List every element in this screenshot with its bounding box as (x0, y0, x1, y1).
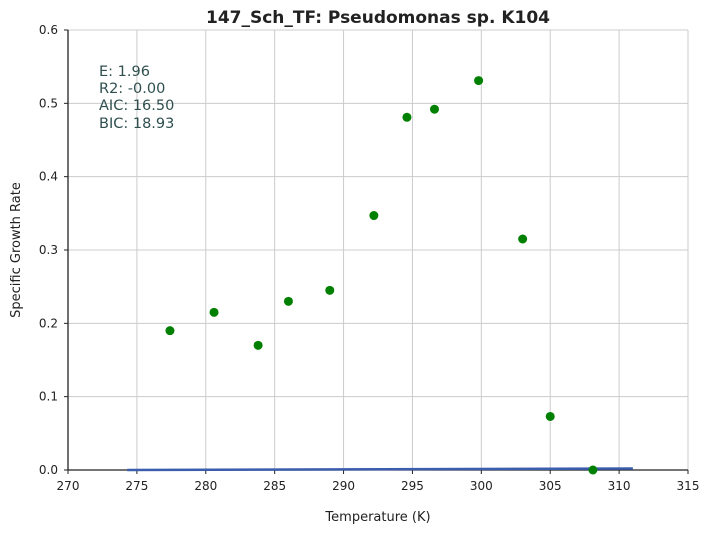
x-tick-label: 290 (332, 479, 355, 493)
data-point (369, 211, 379, 221)
fit-stat-e: E: 1.96 (99, 64, 150, 80)
data-point (283, 296, 293, 306)
data-point (588, 465, 598, 475)
x-tick-label: 310 (608, 479, 631, 493)
x-tick-label: 315 (677, 479, 700, 493)
data-point (545, 411, 555, 421)
y-tick-label: 0.1 (39, 390, 58, 404)
data-point (253, 340, 263, 350)
chart-title: 147_Sch_TF: Pseudomonas sp. K104 (206, 8, 550, 28)
x-axis-label: Temperature (K) (324, 510, 430, 525)
data-point (209, 307, 219, 317)
fit-line-group (127, 467, 633, 472)
y-tick-label: 0.0 (39, 463, 58, 477)
data-point (402, 112, 412, 122)
x-tick-label: 300 (470, 479, 493, 493)
y-tick-label: 0.4 (39, 170, 58, 184)
data-point (165, 326, 175, 336)
ticks: 270 275 280 285 290 295 300 305 310 315 0.0 0.1 0.2 0… (39, 23, 700, 493)
fit-stat-aic: AIC: 16.50 (99, 98, 174, 114)
data-point (429, 104, 439, 114)
x-tick-label: 285 (263, 479, 286, 493)
x-tick-label: 280 (194, 479, 217, 493)
fit-line (127, 467, 633, 472)
data-point (518, 234, 528, 244)
x-tick-label: 275 (125, 479, 148, 493)
data-point (325, 285, 335, 295)
y-tick-label: 0.5 (39, 96, 58, 110)
x-tick-label: 270 (57, 479, 80, 493)
x-tick-label: 305 (539, 479, 562, 493)
fit-stat-bic: BIC: 18.93 (99, 116, 174, 132)
fit-stat-r2: R2: -0.00 (99, 81, 165, 97)
y-tick-label: 0.2 (39, 316, 58, 330)
data-point (474, 76, 484, 86)
y-tick-label: 0.3 (39, 243, 58, 257)
y-tick-label: 0.6 (39, 23, 58, 37)
x-tick-label: 295 (401, 479, 424, 493)
y-axis-label: Specific Growth Rate (9, 182, 24, 318)
data-points (165, 76, 598, 475)
